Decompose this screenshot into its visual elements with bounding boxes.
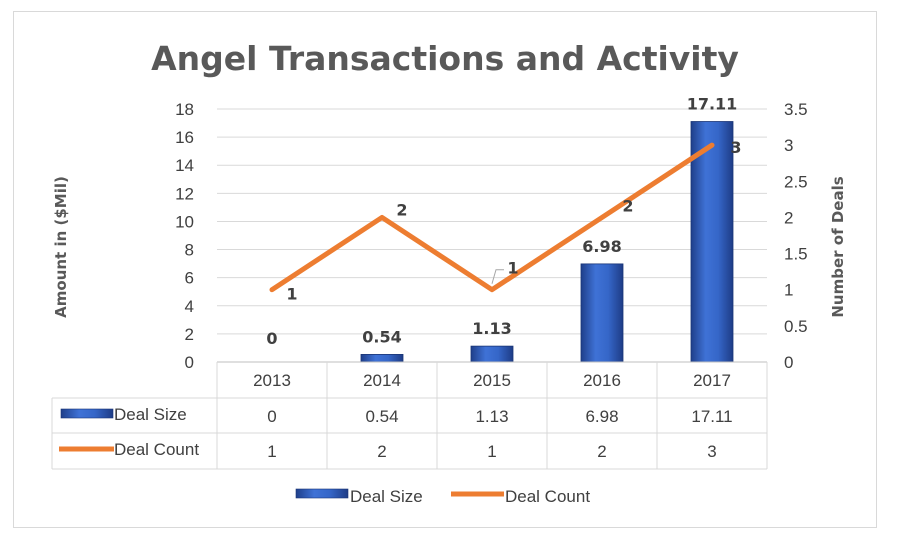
line-data-label: 3 bbox=[730, 138, 741, 157]
y2-tick-label: 1 bbox=[784, 281, 793, 300]
line-data-label: 2 bbox=[622, 196, 633, 215]
y2-axis-title: Number of Deals bbox=[829, 176, 847, 317]
table-cell: 3 bbox=[707, 442, 716, 461]
y-tick-label: 0 bbox=[185, 353, 194, 372]
y-tick-label: 14 bbox=[175, 156, 194, 175]
legend-label: Deal Count bbox=[505, 487, 590, 506]
y-tick-label: 4 bbox=[185, 297, 194, 316]
chart-svg: Angel Transactions and Activity 02468101… bbox=[51, 39, 847, 506]
y2-tick-label: 1.5 bbox=[784, 245, 808, 264]
y2-tick-label: 2.5 bbox=[784, 172, 808, 191]
chart-frame: Angel Transactions and Activity 0 2 4 6 8 10 1… bbox=[13, 11, 877, 528]
legend-label: Deal Size bbox=[350, 487, 423, 506]
table-cell: 1 bbox=[267, 442, 276, 461]
data-table: 2013 2014 2015 2016 2017 Deal Size 0 0.54 1.13 6.… bbox=[51, 361, 768, 470]
y-tick-label: 8 bbox=[185, 241, 194, 260]
bar-deal-size bbox=[470, 345, 514, 363]
y2-tick-label: 0.5 bbox=[784, 317, 808, 336]
bar-data-label: 6.98 bbox=[582, 237, 621, 256]
y-axis-right: 0 0.5 1 1.5 2 2.5 3 3.5 bbox=[784, 100, 808, 372]
y-tick-label: 18 bbox=[175, 100, 194, 119]
line-deal-count bbox=[269, 142, 715, 293]
line-data-label: 1 bbox=[286, 285, 297, 304]
bar-data-label: 17.11 bbox=[687, 95, 738, 114]
bars bbox=[360, 121, 734, 363]
line-data-label: 1 bbox=[507, 259, 518, 278]
table-key-deal-size bbox=[60, 408, 114, 419]
deal-count-line bbox=[269, 142, 715, 293]
bar-data-label: 0.54 bbox=[362, 327, 401, 346]
table-cell: 2 bbox=[597, 442, 606, 461]
y-tick-label: 10 bbox=[175, 212, 194, 231]
line-data-label: 2 bbox=[396, 200, 407, 219]
table-cell: 17.11 bbox=[691, 407, 732, 426]
y-tick-label: 2 bbox=[185, 325, 194, 344]
legend: Deal Size Deal Count bbox=[295, 487, 590, 506]
x-tick-label: 2014 bbox=[363, 371, 401, 390]
table-cell: 0 bbox=[267, 407, 276, 426]
table-cell: 1.13 bbox=[475, 407, 508, 426]
data-labels: 0 0.54 1.13 6.98 17.11 1 2 1 2 3 bbox=[266, 95, 741, 348]
y-axis-title: Amount in ($Mil) bbox=[52, 176, 70, 318]
table-row-label: Deal Size bbox=[114, 405, 187, 424]
bar-data-label: 1.13 bbox=[472, 319, 511, 338]
x-tick-label: 2016 bbox=[583, 371, 621, 390]
gridlines bbox=[217, 108, 767, 363]
x-tick-label: 2015 bbox=[473, 371, 511, 390]
table-row-label: Deal Count bbox=[114, 440, 199, 459]
y-axis-left: 0 2 4 6 8 10 12 14 16 18 bbox=[175, 100, 194, 372]
legend-key-deal-size bbox=[295, 488, 349, 499]
bar-deal-size bbox=[690, 121, 734, 363]
bar-deal-size bbox=[360, 354, 404, 363]
table-cell: 1 bbox=[487, 442, 496, 461]
bar-deal-size bbox=[580, 263, 624, 363]
table-cell: 6.98 bbox=[585, 407, 618, 426]
y-tick-label: 16 bbox=[175, 128, 194, 147]
y2-tick-label: 0 bbox=[784, 353, 793, 372]
table-cell: 2 bbox=[377, 442, 386, 461]
y-tick-label: 12 bbox=[175, 184, 194, 203]
y2-tick-label: 3 bbox=[784, 136, 793, 155]
y2-tick-label: 3.5 bbox=[784, 100, 808, 119]
bar-data-label: 0 bbox=[266, 329, 277, 348]
x-tick-label: 2017 bbox=[693, 371, 731, 390]
y-tick-label: 6 bbox=[185, 269, 194, 288]
x-tick-label: 2013 bbox=[253, 371, 291, 390]
table-cell: 0.54 bbox=[365, 407, 398, 426]
label-leader-line bbox=[491, 269, 504, 284]
chart-title: Angel Transactions and Activity bbox=[151, 39, 739, 78]
y2-tick-label: 2 bbox=[784, 208, 793, 227]
